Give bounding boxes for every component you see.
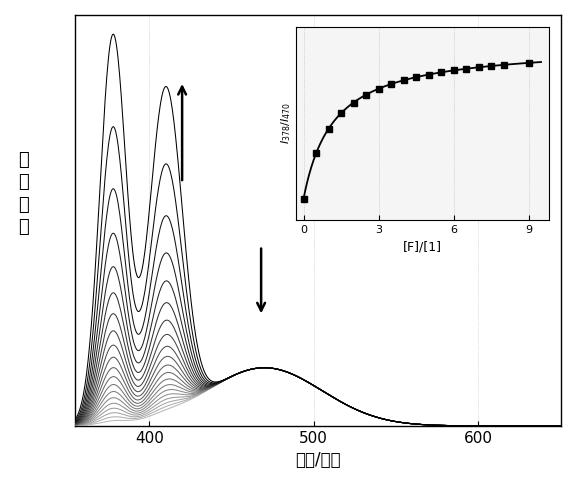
Text: 荧
光
强
度: 荧 光 强 度: [18, 151, 28, 236]
X-axis label: 波长/纳米: 波长/纳米: [295, 452, 340, 469]
